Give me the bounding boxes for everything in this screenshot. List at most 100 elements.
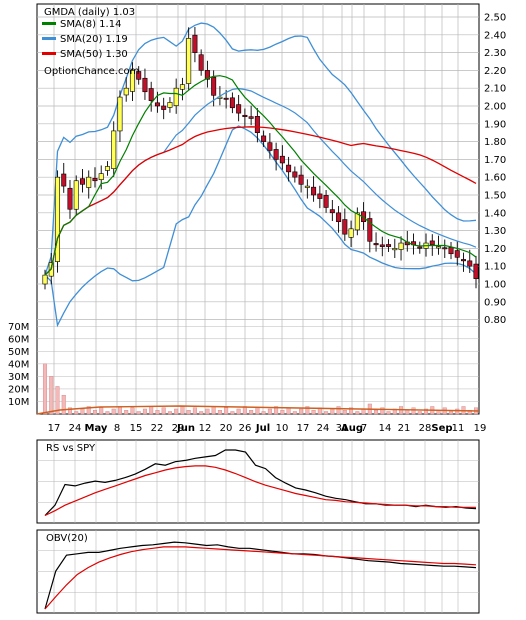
volume-bar-29 xyxy=(224,407,229,415)
candle-body-5 xyxy=(73,180,79,210)
candle-body-19 xyxy=(161,105,167,110)
date-tick-10: 26 xyxy=(239,423,252,434)
candle-body-46 xyxy=(329,209,335,214)
volume-bar-10 xyxy=(105,411,110,415)
volume-bar-43 xyxy=(311,410,316,415)
volume-tick-3: 40M xyxy=(8,359,29,370)
candle-body-2 xyxy=(54,176,60,262)
volume-bar-4 xyxy=(67,407,72,415)
volume-bar-41 xyxy=(299,408,304,415)
candle-body-47 xyxy=(336,212,342,223)
rs-title: RS vs SPY xyxy=(46,443,96,454)
volume-tick-2: 50M xyxy=(8,347,29,358)
date-tick-1: 24 xyxy=(69,423,82,434)
price-tick-13: 1.20 xyxy=(484,244,506,255)
candle-body-7 xyxy=(86,176,92,188)
volume-bar-18 xyxy=(155,410,160,415)
volume-tick-6: 10M xyxy=(8,397,29,408)
volume-bar-45 xyxy=(324,411,329,415)
candle-body-57 xyxy=(398,242,404,250)
candle-body-12 xyxy=(117,96,123,132)
price-tick-3: 2.20 xyxy=(484,66,506,77)
candle-body-60 xyxy=(417,246,423,249)
volume-bar-13 xyxy=(124,410,129,415)
date-tick-17: 7 xyxy=(361,423,367,434)
volume-bar-12 xyxy=(117,406,122,415)
candle-body-23 xyxy=(186,38,192,84)
volume-bar-42 xyxy=(305,406,310,415)
volume-bar-47 xyxy=(336,406,341,415)
volume-bar-25 xyxy=(199,411,204,415)
volume-bar-33 xyxy=(249,410,254,415)
candle-body-50 xyxy=(354,212,360,231)
volume-bar-17 xyxy=(149,406,154,415)
volume-bar-39 xyxy=(286,407,291,415)
volume-bar-36 xyxy=(267,408,272,415)
volume-bar-5 xyxy=(74,411,79,415)
date-tick-5: 22 xyxy=(151,423,164,434)
candle-body-22 xyxy=(179,84,185,90)
volume-tick-4: 30M xyxy=(8,372,29,383)
candle-body-68 xyxy=(467,260,473,267)
candle-body-0 xyxy=(42,274,48,285)
candle-body-63 xyxy=(436,246,442,249)
obv-title: OBV(20) xyxy=(46,533,88,544)
price-tick-11: 1.40 xyxy=(484,208,506,219)
volume-bar-50 xyxy=(355,411,360,415)
candle-body-29 xyxy=(223,97,229,100)
volume-bar-49 xyxy=(349,407,354,415)
candle-body-39 xyxy=(286,164,292,173)
candle-body-43 xyxy=(311,186,317,196)
price-tick-5: 2.00 xyxy=(484,102,506,113)
volume-bar-19 xyxy=(161,407,166,415)
volume-bar-14 xyxy=(130,407,135,415)
volume-bar-20 xyxy=(167,411,172,415)
candle-body-44 xyxy=(317,193,323,199)
sma50-line xyxy=(44,126,477,276)
volume-bar-6 xyxy=(80,408,85,415)
price-tick-10: 1.50 xyxy=(484,191,506,202)
volume-bar-7 xyxy=(86,406,91,415)
candle-body-53 xyxy=(373,243,379,246)
candle-body-56 xyxy=(392,248,398,251)
date-tick-18: 14 xyxy=(379,423,392,434)
volume-bar-0 xyxy=(43,363,48,415)
date-tick-11: Jul xyxy=(255,423,270,434)
legend-swatch-sma50 xyxy=(42,52,56,55)
candle-body-42 xyxy=(304,185,310,188)
volume-bars xyxy=(36,363,480,415)
date-tick-15: 31 xyxy=(336,423,349,434)
obv-lines-series-1 xyxy=(44,546,477,610)
volume-bar-66 xyxy=(455,408,460,415)
obv-lines-series-0 xyxy=(44,541,477,610)
date-tick-14: 24 xyxy=(317,423,330,434)
volume-bar-31 xyxy=(236,408,241,415)
rs-lines-series-1 xyxy=(44,465,476,517)
price-tick-14: 1.10 xyxy=(484,262,506,273)
candle-body-64 xyxy=(442,247,448,250)
volume-bar-53 xyxy=(374,410,379,415)
candle-body-37 xyxy=(273,149,279,160)
legend-swatch-sma8 xyxy=(42,22,56,25)
date-tick-7: Jun xyxy=(176,423,195,434)
candle-body-25 xyxy=(198,54,204,71)
date-tick-2: May xyxy=(85,423,108,434)
candle-body-69 xyxy=(473,263,479,279)
sma8-line xyxy=(44,75,477,276)
candle-body-3 xyxy=(61,173,67,187)
price-tick-6: 1.90 xyxy=(484,119,506,130)
candle-body-34 xyxy=(254,116,260,133)
candle-body-10 xyxy=(104,166,110,171)
candle-body-26 xyxy=(204,70,210,80)
price-axis: 2.50 2.40 2.30 2.20 2.10 2.00 1.90 1.80 1.70 1.60… xyxy=(484,13,506,327)
candle-body-52 xyxy=(367,218,373,242)
candle-body-67 xyxy=(461,259,467,262)
legend-sma8: SMA(8) 1.14 xyxy=(60,19,121,30)
legend-swatch-sma20 xyxy=(42,37,56,40)
volume-bar-54 xyxy=(380,407,385,415)
date-tick-6: 29 xyxy=(172,423,185,434)
candle-body-40 xyxy=(292,171,298,178)
volume-bar-34 xyxy=(255,407,260,415)
watermark: OptionChance.com xyxy=(44,66,139,77)
